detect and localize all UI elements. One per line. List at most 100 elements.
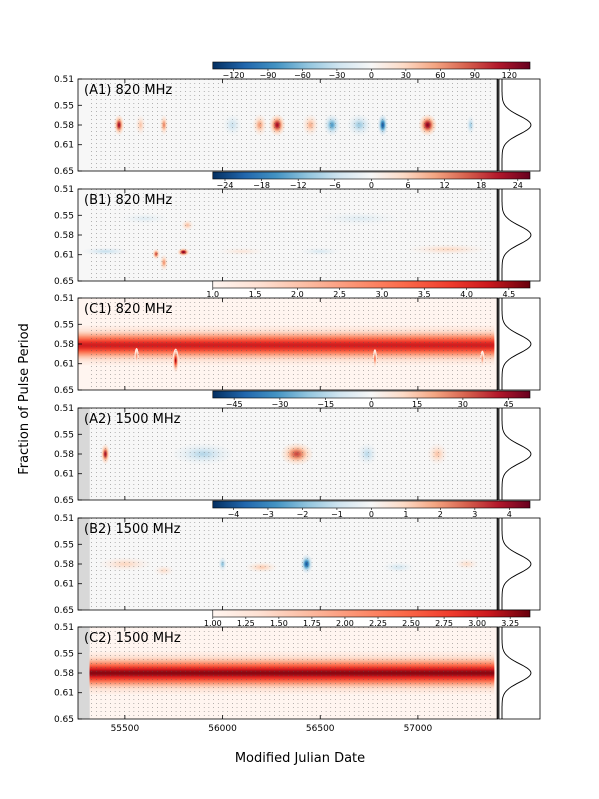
colorbar-tick-label: 4.0 (460, 290, 473, 299)
colorbar-tick-label: 4 (507, 510, 512, 519)
y-tick-label: 0.55 (54, 320, 74, 330)
feature-layer (175, 359, 176, 362)
feature-layer (231, 123, 234, 127)
colorbar-tick-label: 0 (369, 400, 374, 409)
colorbar-tick-label: 1 (403, 510, 408, 519)
feature-layer (140, 124, 141, 126)
feature-1 (152, 248, 160, 260)
colorbar-tick-label: 30 (401, 71, 411, 80)
feature-layer (366, 452, 369, 456)
feature-layer (118, 124, 120, 126)
feature-layer (155, 253, 157, 255)
x-tick-label: 55500 (111, 724, 140, 734)
colorbar-tick-label: 0 (369, 510, 374, 519)
y-tick-label: 0.51 (54, 294, 74, 304)
colorbar-tick-label: −18 (253, 181, 270, 190)
y-tick-label: 0.51 (54, 514, 74, 524)
colorbar-tick-label: 1.25 (237, 619, 255, 628)
y-tick-label: 0.61 (54, 141, 74, 151)
profile-frame (498, 78, 541, 172)
feature-0 (81, 247, 129, 256)
feature-layer (276, 123, 279, 127)
colorbar-tick-label: −30 (271, 400, 288, 409)
feature-8 (347, 114, 372, 136)
feature-0 (134, 347, 139, 364)
feature-6 (302, 114, 319, 136)
profile-frame (498, 626, 541, 720)
feature-layer (331, 123, 333, 127)
feature-0 (101, 444, 110, 464)
feature-8 (320, 212, 399, 226)
feature-9 (377, 114, 388, 136)
feature-layer (239, 251, 245, 252)
feature-layer (396, 566, 400, 568)
feature-layer (163, 124, 165, 126)
feature-layer (358, 123, 361, 127)
band-layer (78, 344, 495, 347)
feature-layer (162, 570, 165, 572)
colorbar-tick-label: 45 (504, 400, 514, 409)
colorbar-tick-label: 1.00 (204, 619, 222, 628)
observation-lines (91, 189, 491, 281)
feature-7 (300, 247, 340, 256)
feature-layer (436, 452, 439, 456)
y-tick-label: 0.61 (54, 580, 74, 590)
panel-label: (C1) 820 MHz (84, 302, 173, 317)
feature-layer (186, 224, 188, 226)
feature-layer (200, 452, 206, 456)
colorbar-gradient (212, 500, 531, 509)
colorbar-tick-label: 6 (405, 181, 410, 190)
colorbar-tick-label: 2.5 (333, 290, 346, 299)
heatmap-area (81, 189, 498, 281)
colorbar-gradient (212, 171, 531, 180)
colorbar-gradient (212, 280, 531, 289)
colorbar-B1: −24 −18 −12 −6 0 6 12 18 24 (212, 171, 531, 190)
colorbar-tick-label: 3 (472, 510, 477, 519)
colorbar-tick-label: −2 (297, 510, 309, 519)
colorbar-tick-label: −3 (262, 510, 274, 519)
feature-layer (305, 563, 308, 565)
heatmap-area (91, 79, 498, 171)
y-tick-label: 0.65 (54, 715, 74, 725)
feature-1 (135, 115, 146, 135)
panel-C1: 0.51 0.55 0.58 0.61 0.65 (C1) 820 MHz 1.0 1.5 2.… (54, 280, 541, 396)
feature-5 (382, 562, 414, 573)
panel-B2: 0.510.550.580.610.65(B2) 1500 MHz−4 −3 −2−… (54, 500, 541, 616)
colorbar-tick-label: 3.5 (418, 290, 431, 299)
colorbar-C2: 1.00 1.25 1.50 1.75 2.00 2.25 2.50 2.75 3.00 3.25 (204, 609, 531, 628)
feature-layer (426, 123, 429, 127)
feature-0 (99, 557, 151, 571)
profile-frame (498, 517, 541, 611)
profile-band (89, 651, 495, 695)
x-tick-label: 56500 (306, 724, 335, 734)
colorbar-tick-label: 60 (435, 71, 445, 80)
feature-4 (427, 443, 448, 465)
feature-4 (181, 219, 194, 231)
feature-2 (281, 442, 313, 466)
colorbar-tick-label: 2.50 (402, 619, 420, 628)
x-tick-label: 57000 (404, 724, 433, 734)
colorbar-gradient (212, 390, 531, 399)
y-tick-label: 0.61 (54, 360, 74, 370)
feature-layer (382, 123, 384, 127)
y-tick-label: 0.51 (54, 185, 74, 195)
y-tick-label: 0.55 (54, 540, 74, 550)
feature-5 (269, 114, 286, 136)
colorbar-tick-label: 4.5 (502, 290, 515, 299)
feature-4 (300, 554, 313, 574)
profile-box (498, 517, 541, 611)
colorbar-tick-label: 2.0 (291, 290, 304, 299)
y-tick-label: 0.61 (54, 689, 74, 699)
feature-layer (295, 452, 299, 456)
profile-frame (498, 188, 541, 282)
y-tick-label: 0.65 (54, 167, 74, 177)
feature-1 (154, 565, 174, 576)
panel-C2: 0.51 0.55 0.58 0.61 0.65 (C2) 1500 MHz 1.00 1.2… (54, 609, 541, 725)
colorbar-A2: −45 −30 −15 0 15 30 45 (212, 390, 531, 409)
colorbar-tick-label: −12 (290, 181, 307, 190)
colorbar-tick-label: 3.0 (376, 290, 389, 299)
observation-lines (91, 298, 491, 390)
panel-label: (B2) 1500 MHz (84, 522, 181, 537)
feature-6 (218, 247, 266, 256)
